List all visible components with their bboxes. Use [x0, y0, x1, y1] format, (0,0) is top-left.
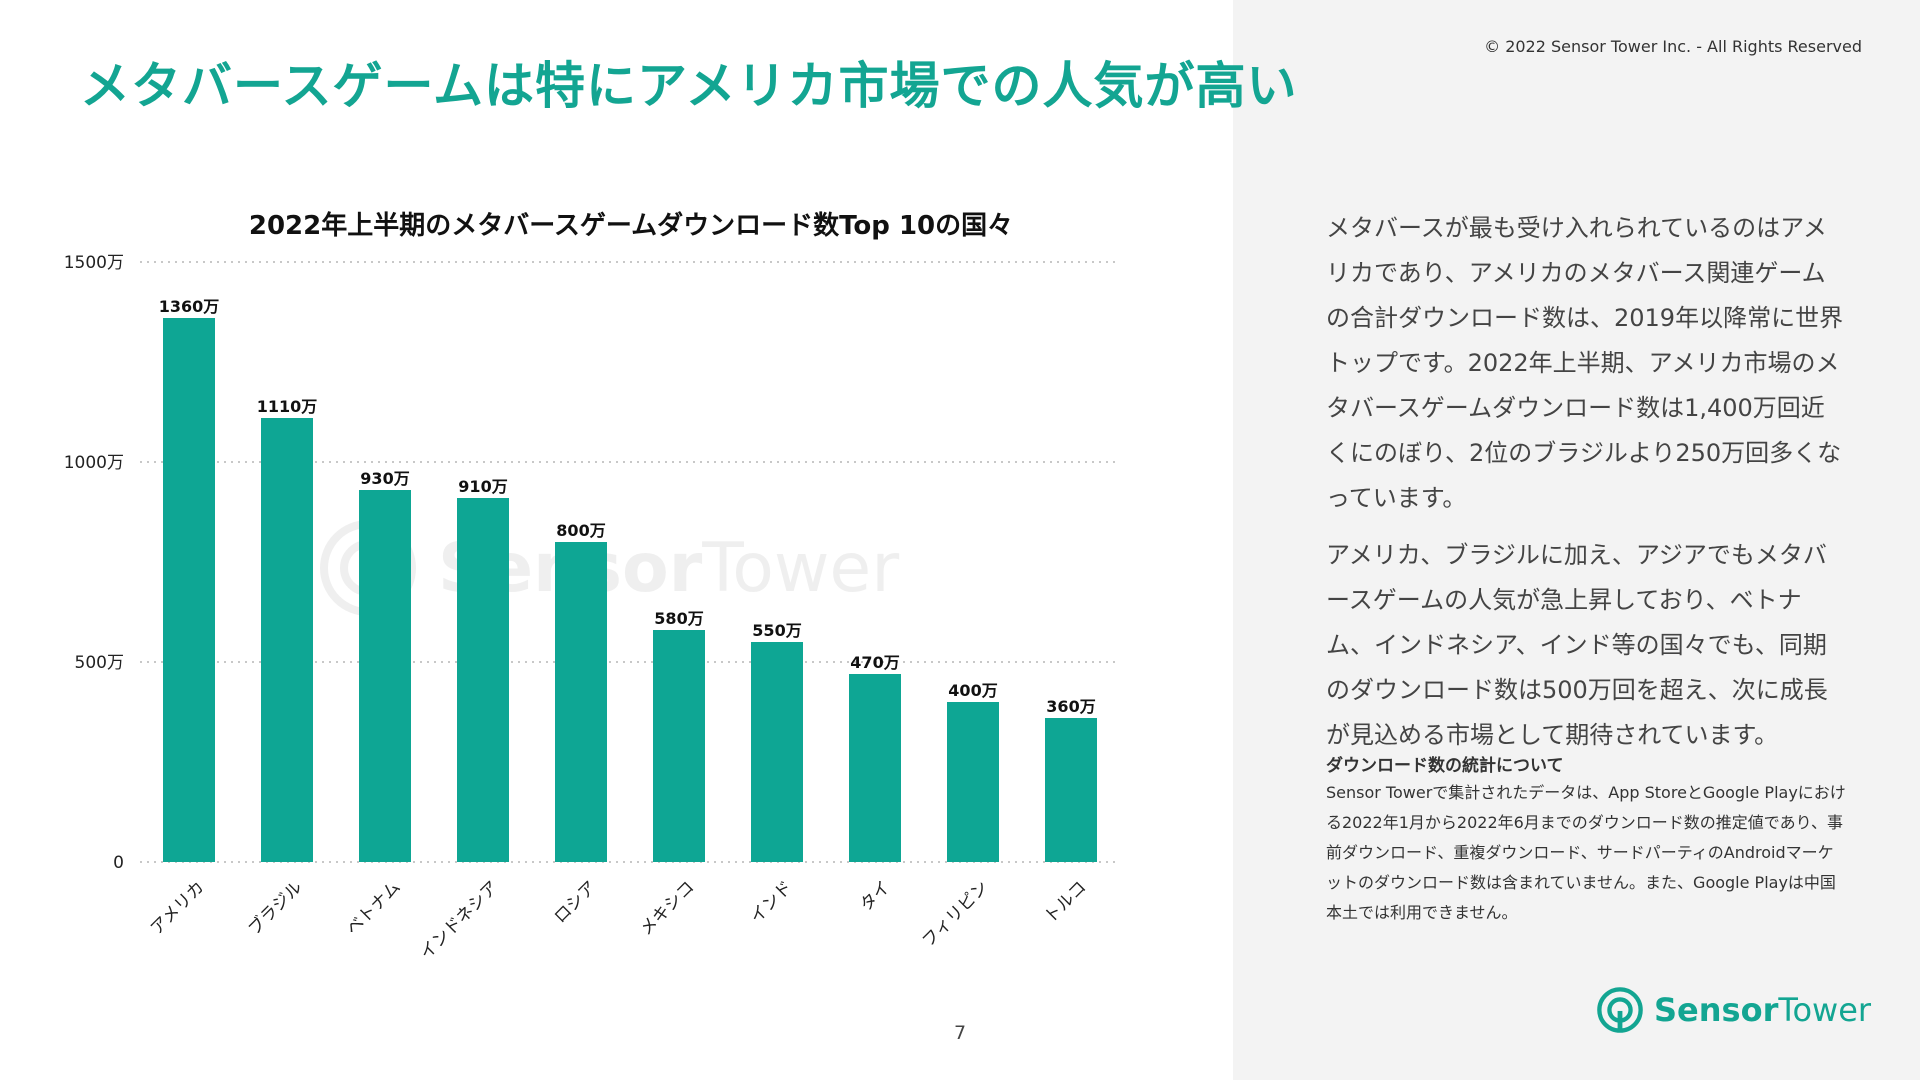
- x-category-label: メキシコ: [636, 877, 698, 939]
- bar-value-label: 1110万: [257, 397, 318, 416]
- copyright-text: © 2022 Sensor Tower Inc. - All Rights Re…: [1484, 37, 1862, 56]
- x-category-label: アメリカ: [147, 877, 209, 939]
- x-category-label: ブラジル: [244, 877, 307, 940]
- bar: [163, 318, 215, 862]
- page-number: 7: [953, 1022, 967, 1044]
- bar: [947, 702, 999, 862]
- y-tick-label: 500万: [75, 653, 124, 673]
- bar: [849, 674, 901, 862]
- bar-value-label: 470万: [850, 653, 899, 672]
- x-category-label: トルコ: [1041, 877, 1091, 927]
- note-body: Sensor Towerで集計されたデータは、App StoreとGoogle …: [1326, 783, 1846, 922]
- bar: [359, 490, 411, 862]
- bar-value-label: 800万: [556, 521, 605, 540]
- bar: [653, 630, 705, 862]
- bar-value-label: 1360万: [159, 297, 220, 316]
- bar-chart: 2022年上半期のメタバースゲームダウンロード数Top 10の国々 0 500万 1…: [64, 210, 1120, 964]
- brand-name: SensorTower: [1654, 991, 1871, 1029]
- y-tick-label: 1500万: [64, 253, 124, 273]
- description-paragraph-1: メタバースが最も受け入れられているのはアメリカであり、アメリカのメタバース関連ゲ…: [1326, 214, 1844, 512]
- brand-word2: Tower: [1778, 991, 1872, 1029]
- bar-value-label: 580万: [654, 609, 703, 628]
- bar-value-label: 910万: [458, 477, 507, 496]
- x-category-label: フィリピン: [919, 877, 993, 951]
- bar: [457, 498, 509, 862]
- x-category-label: インド: [746, 877, 796, 927]
- y-tick-label: 0: [113, 853, 124, 873]
- x-category-label: インドネシア: [416, 877, 502, 963]
- bar-value-label: 550万: [752, 621, 801, 640]
- bar-value-label: 400万: [948, 681, 997, 700]
- bar: [555, 542, 607, 862]
- bar-value-label: 930万: [360, 469, 409, 488]
- sensor-tower-logo-icon: [1597, 987, 1643, 1033]
- chart-title: 2022年上半期のメタバースゲームダウンロード数Top 10の国々: [249, 210, 1013, 241]
- y-tick-label: 1000万: [64, 453, 124, 473]
- note-title: ダウンロード数の統計について: [1326, 756, 1564, 776]
- x-category-label: タイ: [856, 877, 894, 915]
- bar: [751, 642, 803, 862]
- x-category-label: ベトナム: [343, 877, 405, 939]
- bar: [261, 418, 313, 862]
- sidebar-panel: [1233, 0, 1920, 1080]
- bar: [1045, 718, 1097, 862]
- slide-title: メタバースゲームは特にアメリカ市場での人気が高い: [80, 57, 1298, 115]
- brand-word1: Sensor: [1654, 991, 1779, 1029]
- description-paragraph-2: アメリカ、ブラジルに加え、アジアでもメタバースゲームの人気が急上昇しており、ベト…: [1326, 541, 1828, 749]
- x-category-label: ロシア: [550, 877, 600, 927]
- brand-logo: SensorTower: [1596, 984, 1871, 1036]
- bar-value-label: 360万: [1046, 697, 1095, 716]
